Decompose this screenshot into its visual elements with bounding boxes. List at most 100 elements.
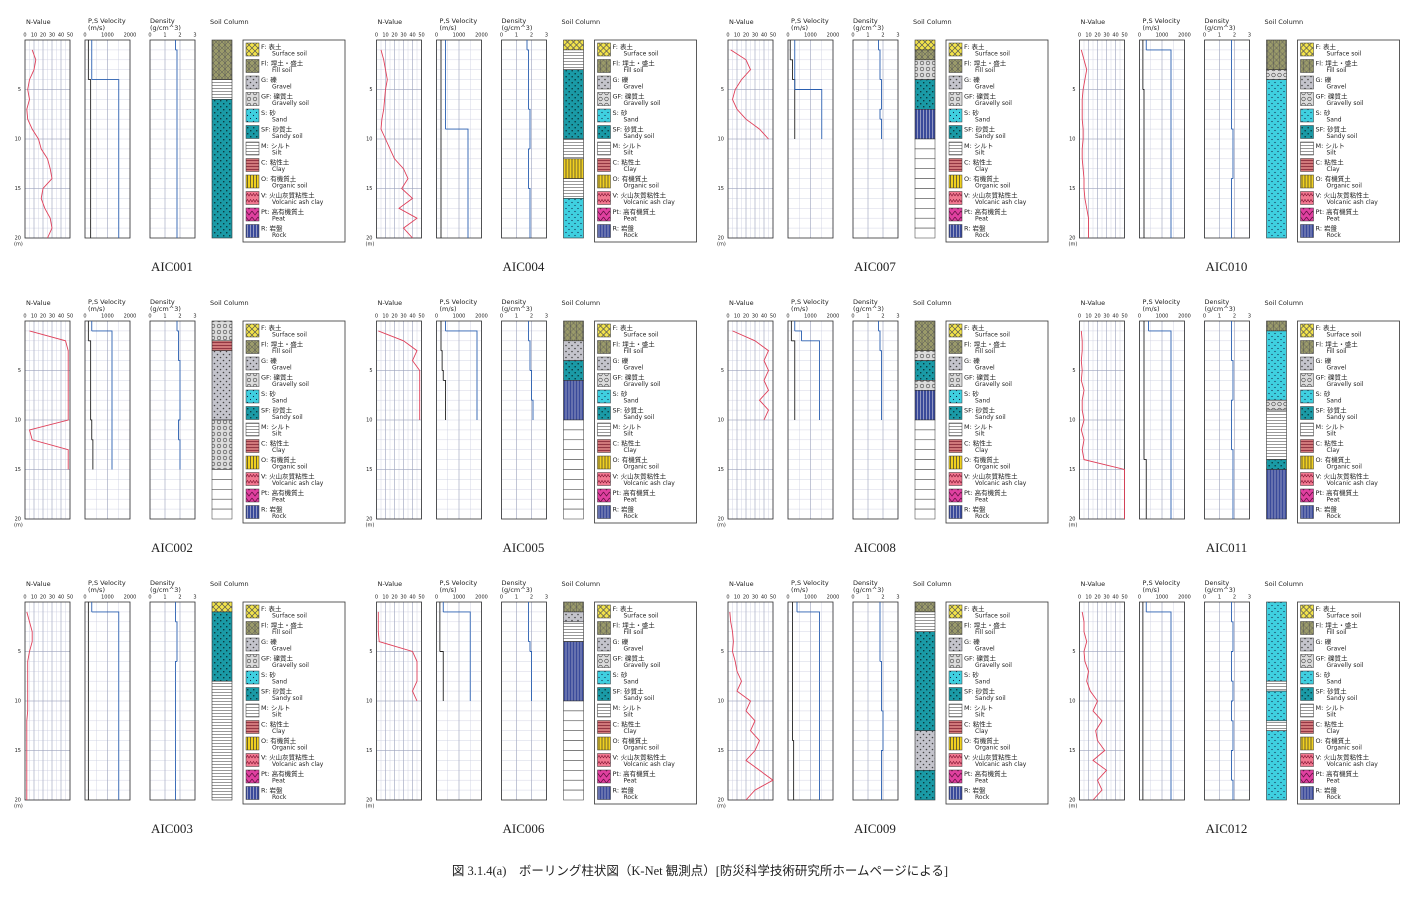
plot-frame xyxy=(1139,601,1185,801)
legend-label: F: 表土 xyxy=(1316,604,1337,613)
legend-swatch xyxy=(1300,720,1314,734)
legend-swatch xyxy=(245,92,260,106)
legend-ja: 表土 xyxy=(971,42,985,51)
empty-cell xyxy=(914,217,936,229)
legend-swatch xyxy=(245,604,260,619)
legend-ja: 埋土・盛土 xyxy=(1325,59,1358,68)
x-tick-label: 0 xyxy=(1078,314,1081,320)
legend-ja: 火山灰質粘性土 xyxy=(621,753,667,762)
y-tick-label: 5 xyxy=(369,368,372,374)
legend-swatch xyxy=(948,422,963,437)
density-step xyxy=(880,79,882,90)
legend-swatch xyxy=(597,472,611,486)
legend-en: Organic soil xyxy=(624,183,660,190)
y-axis-unit: (m) xyxy=(717,523,726,529)
x-tick-label: 30 xyxy=(49,595,55,601)
legend-ja: 有機質土 xyxy=(622,174,649,183)
x-tick-label: 50 xyxy=(770,595,776,601)
legend-swatch xyxy=(948,59,963,73)
legend-ja: 礫質土 xyxy=(273,92,293,101)
x-tick-label: 3 xyxy=(545,595,548,601)
legend-en: Gravel xyxy=(1327,365,1347,372)
header: Soil Column xyxy=(210,580,249,588)
x-tick-label: 0 xyxy=(375,314,378,320)
y-tick-label: 10 xyxy=(15,699,21,705)
legend-en: Fill soil xyxy=(1327,629,1347,636)
legend-ja: 粘性土 xyxy=(621,720,641,729)
legend-ja: 高有機質土 xyxy=(272,207,305,216)
legend-en: Rock xyxy=(624,794,639,801)
empty-cell xyxy=(914,429,936,441)
legend-en: Gravelly soil xyxy=(624,100,661,107)
x-tick-label: 0 xyxy=(83,595,86,601)
legend-code: R: xyxy=(613,225,620,233)
legend-code: Pt: xyxy=(1316,770,1325,778)
legend-label: GF: 礫質土 xyxy=(964,654,996,663)
empty-cell xyxy=(211,469,233,480)
panel-title: AIC004 xyxy=(503,259,545,274)
legend-swatch xyxy=(245,670,260,685)
legend-code: SF: xyxy=(613,126,623,134)
boring-panel: N-Value P,S Velocity(m/s) Density(g/cm^3) S… xyxy=(717,17,1049,274)
legend-en: Sandy soil xyxy=(624,133,655,140)
x-tick-label: 50 xyxy=(1121,33,1127,39)
legend-code: R: xyxy=(1316,787,1323,795)
n-value-line xyxy=(26,49,53,239)
legend-label: M: シルト xyxy=(261,142,290,150)
x-tick-label: 0 xyxy=(851,314,854,320)
legend-ja: 砂質土 xyxy=(624,125,644,134)
legend-ja: 岩盤 xyxy=(973,786,987,795)
legend-ja: 有機質土 xyxy=(270,736,297,745)
legend-label: GF: 礫質土 xyxy=(613,373,645,382)
legend-label: C: 粘性土 xyxy=(1316,158,1345,167)
legend-label: Fl: 埋土・盛土 xyxy=(964,621,1007,630)
y-tick-label: 15 xyxy=(15,748,21,754)
legend-swatch xyxy=(1300,621,1314,635)
legend-swatch xyxy=(1300,373,1314,387)
empty-cell xyxy=(211,489,233,500)
legend-swatch xyxy=(597,42,611,57)
header: N-Value xyxy=(1081,18,1106,26)
legend-label: G: 礫 xyxy=(964,356,980,365)
legend-ja: 岩盤 xyxy=(621,786,635,795)
density-step xyxy=(1231,779,1234,791)
legend-code: Pt: xyxy=(1316,489,1325,497)
legend-en: Sandy soil xyxy=(624,414,655,421)
legend-swatch xyxy=(597,455,611,470)
soil-layer xyxy=(1266,399,1287,411)
legend-swatch xyxy=(245,455,260,470)
plot-frame xyxy=(149,601,196,801)
density-step xyxy=(528,148,530,159)
legend-label: Fl: 埋土・盛土 xyxy=(613,340,656,349)
legend-en: Silt xyxy=(272,150,282,157)
legend-ja: 高有機質土 xyxy=(975,207,1008,216)
legend-ja: 高有機質土 xyxy=(1326,488,1359,497)
legend-en: Sandy soil xyxy=(1327,695,1358,702)
x-tick-label: 2 xyxy=(178,33,181,39)
legend-swatch xyxy=(948,141,963,156)
legend-ja: 礫 xyxy=(622,75,629,84)
legend-ja: 表土 xyxy=(620,42,634,51)
header: N-Value xyxy=(729,299,754,307)
header: P,S Velocity xyxy=(88,579,126,587)
legend-ja: 火山灰質粘性土 xyxy=(621,472,667,481)
legend-label: SF: 砂質土 xyxy=(1316,125,1348,134)
legend-swatch xyxy=(948,769,963,784)
legend-swatch xyxy=(948,108,963,123)
legend-ja: 砂質土 xyxy=(1327,406,1347,415)
legend-swatch xyxy=(245,422,260,437)
header: (m/s) xyxy=(791,24,808,32)
header: N-Value xyxy=(1081,299,1106,307)
y-tick-label: 15 xyxy=(366,467,372,473)
legend-en: Peat xyxy=(975,216,989,223)
legend-swatch xyxy=(1300,786,1314,800)
vs-step xyxy=(90,419,93,430)
x-tick-label: 1000 xyxy=(1156,595,1169,601)
legend-en: Fill soil xyxy=(272,629,292,636)
x-tick-label: 30 xyxy=(400,314,406,320)
legend-label: F: 表土 xyxy=(964,323,985,332)
legend-swatch xyxy=(597,670,611,685)
header: N-Value xyxy=(729,580,754,588)
legend-ja: 火山灰質粘性土 xyxy=(1324,191,1370,200)
legend-swatch xyxy=(597,75,611,90)
